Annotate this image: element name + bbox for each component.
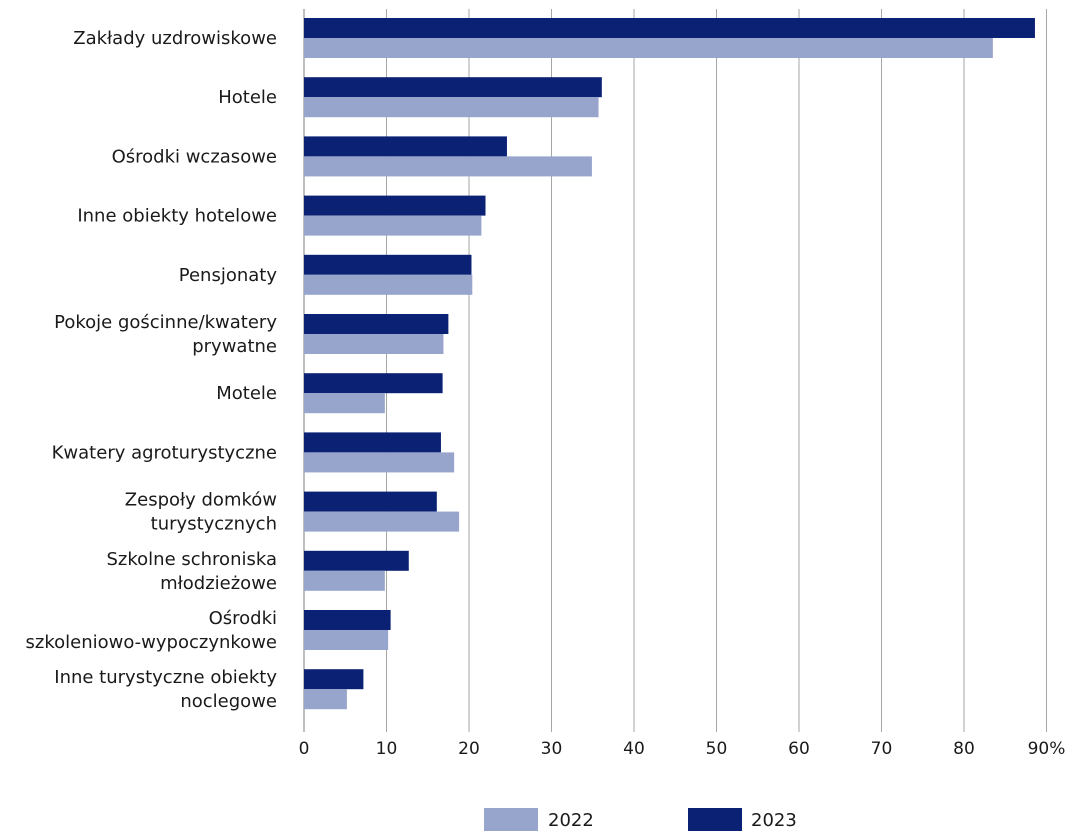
bar-2022 xyxy=(304,38,993,58)
category-label: Zakłady uzdrowiskowe xyxy=(73,28,277,49)
bar-2022 xyxy=(304,156,592,177)
legend-label: 2023 xyxy=(751,810,797,831)
legend-swatch xyxy=(484,808,538,831)
x-axis-ticks: 0 10 20 30 40 50 60 70 80 90% xyxy=(299,739,1066,759)
x-tick-label: 0 xyxy=(299,739,310,759)
bar-2023 xyxy=(304,610,391,630)
bars xyxy=(304,18,1035,710)
legend-swatch xyxy=(688,808,742,831)
category-label: Kwatery agroturystyczne xyxy=(52,442,277,463)
category-label: Ośrodki wczasowe xyxy=(112,146,277,167)
legend-label: 2022 xyxy=(548,810,594,831)
legend-item-2022: 2022 xyxy=(484,808,594,831)
x-tick-label: 90% xyxy=(1028,739,1066,759)
bar-2022 xyxy=(304,452,455,473)
bar-2022 xyxy=(304,511,460,532)
x-tick-label: 50 xyxy=(706,739,728,759)
category-label: Hotele xyxy=(218,87,277,108)
category-label: Motele xyxy=(216,383,277,404)
category-label: Ośrodki szkoleniowo-wypoczynkowe xyxy=(26,608,278,653)
bar-2022 xyxy=(304,689,347,710)
bar-2022 xyxy=(304,97,599,118)
bar-2022 xyxy=(304,630,389,650)
category-label: Zespoły domków turystycznych xyxy=(125,490,277,535)
x-tick-label: 80 xyxy=(953,739,975,759)
gridlines xyxy=(303,9,1047,732)
x-tick-label: 40 xyxy=(623,739,645,759)
x-tick-label: 60 xyxy=(788,739,810,759)
bar-2022 xyxy=(304,334,444,354)
bar-2023 xyxy=(304,314,449,334)
bar-2023 xyxy=(304,669,364,690)
bar-2022 xyxy=(304,393,385,414)
bar-2023 xyxy=(304,550,409,571)
bar-2023 xyxy=(304,18,1035,38)
category-label: Inne turystyczne obiekty noclegowe xyxy=(54,667,277,712)
category-label: Inne obiekty hotelowe xyxy=(77,206,277,227)
bar-2023 xyxy=(304,195,486,216)
x-tick-label: 70 xyxy=(871,739,893,759)
legend: 2022 2023 xyxy=(484,808,797,831)
bar-2023 xyxy=(304,254,472,275)
category-label: Szkolne schroniska młodzieżowe xyxy=(107,549,278,594)
bar-2022 xyxy=(304,274,473,295)
legend-item-2023: 2023 xyxy=(688,808,797,831)
bar-2022 xyxy=(304,570,385,591)
bar-2023 xyxy=(304,77,602,98)
x-tick-label: 30 xyxy=(541,739,563,759)
bar-2022 xyxy=(304,215,482,236)
bar-2023 xyxy=(304,491,437,512)
bar-2023 xyxy=(304,432,441,453)
x-tick-label: 20 xyxy=(458,739,480,759)
x-tick-label: 10 xyxy=(376,739,398,759)
bar-2023 xyxy=(304,373,443,394)
category-label: Pokoje gościnne/kwatery prywatne xyxy=(54,312,277,357)
bar-2023 xyxy=(304,136,507,157)
category-labels: Zakłady uzdrowiskowe Hotele Ośrodki wczaso… xyxy=(26,28,278,712)
category-label: Pensjonaty xyxy=(179,265,278,286)
